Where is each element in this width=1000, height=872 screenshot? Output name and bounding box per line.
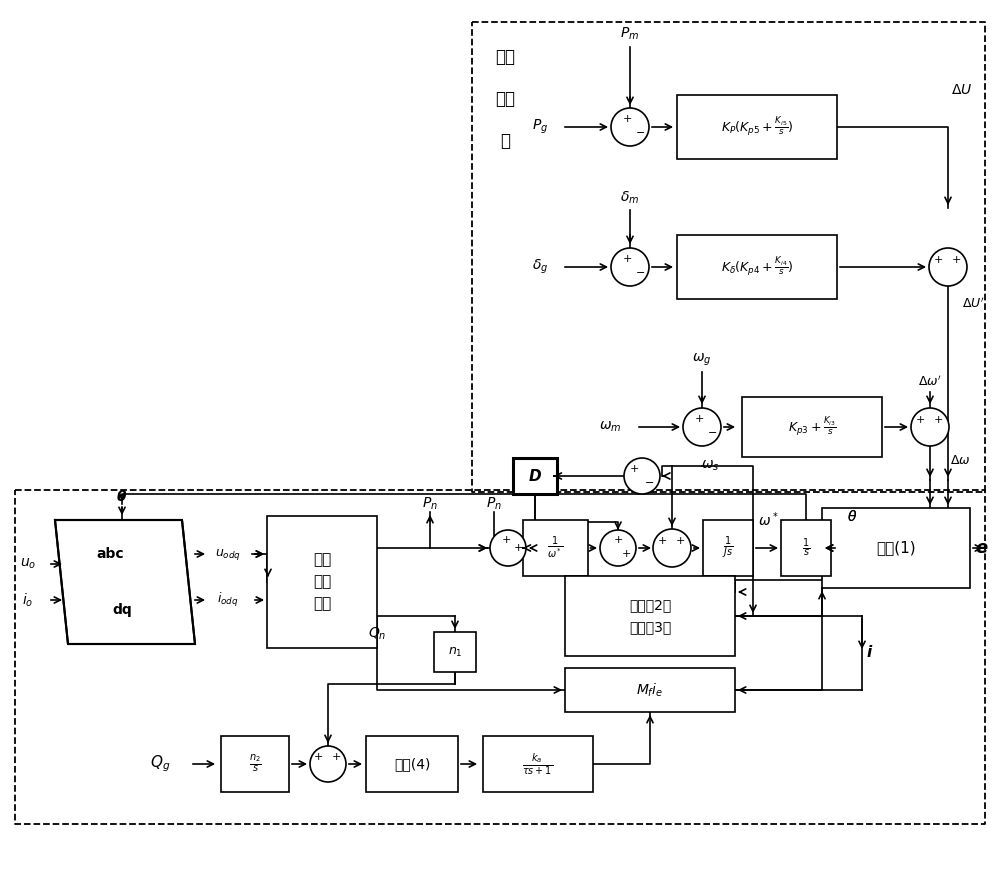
Text: $\frac{1}{Js}$: $\frac{1}{Js}$	[722, 535, 734, 561]
Text: +: +	[331, 752, 341, 762]
Bar	[565, 576, 735, 656]
Text: 公式(4): 公式(4)	[394, 757, 430, 771]
Bar	[742, 397, 882, 457]
Text: $K_P(K_{p5}+\frac{K_{i5}}{s})$: $K_P(K_{p5}+\frac{K_{i5}}{s})$	[721, 116, 793, 139]
Text: 公式（3）: 公式（3）	[629, 620, 671, 634]
Text: $\omega_g$: $\omega_g$	[692, 351, 712, 368]
Text: $\boldsymbol{Q_g}$: $\boldsymbol{Q_g}$	[150, 753, 170, 774]
Text: +: +	[951, 255, 961, 265]
Text: +: +	[675, 536, 685, 546]
Bar	[703, 520, 753, 576]
Text: $\delta_g$: $\delta_g$	[532, 258, 548, 276]
Text: $-$: $-$	[635, 126, 645, 136]
Text: $\boldsymbol{i_o}$: $\boldsymbol{i_o}$	[22, 591, 34, 609]
Circle shape	[310, 746, 346, 782]
Text: +: +	[613, 535, 623, 545]
Text: $\boldsymbol{i_{odq}}$: $\boldsymbol{i_{odq}}$	[217, 591, 239, 609]
Circle shape	[653, 529, 691, 567]
Text: $\frac{1}{s}$: $\frac{1}{s}$	[802, 536, 810, 560]
Circle shape	[911, 408, 949, 446]
Text: abc: abc	[96, 547, 124, 561]
Text: +: +	[501, 535, 511, 545]
Text: $n_1$: $n_1$	[448, 645, 462, 658]
Text: dq: dq	[112, 603, 132, 617]
Bar	[522, 520, 588, 576]
Text: $\frac{n_2}{s}$: $\frac{n_2}{s}$	[249, 753, 261, 775]
Bar	[781, 520, 831, 576]
Text: $\boldsymbol{P_n}$: $\boldsymbol{P_n}$	[422, 496, 438, 512]
Text: +: +	[657, 536, 667, 546]
Text: 功率: 功率	[313, 575, 331, 589]
Bar	[677, 95, 837, 159]
Text: $\Delta\omega$: $\Delta\omega$	[950, 453, 970, 467]
Text: $P_m$: $P_m$	[620, 26, 640, 42]
Text: $\delta_m$: $\delta_m$	[620, 190, 640, 206]
Bar	[513, 458, 557, 494]
Text: +: +	[313, 752, 323, 762]
Text: +: +	[629, 464, 639, 474]
Text: $\frac{k_a}{\tau s+1}$: $\frac{k_a}{\tau s+1}$	[522, 752, 554, 777]
Text: $\boldsymbol{e}$: $\boldsymbol{e}$	[975, 539, 989, 557]
Circle shape	[683, 408, 721, 446]
Bar	[434, 632, 476, 672]
Text: 稳定: 稳定	[495, 48, 515, 66]
Text: $-$: $-$	[635, 266, 645, 276]
Text: $-$: $-$	[707, 426, 717, 436]
Text: $\boldsymbol{i}$: $\boldsymbol{i}$	[866, 644, 874, 660]
Text: $M_f i_e$: $M_f i_e$	[636, 681, 664, 698]
Text: +: +	[915, 415, 925, 425]
Text: $\boldsymbol{P_n}$: $\boldsymbol{P_n}$	[486, 496, 502, 512]
Text: 控制: 控制	[495, 90, 515, 108]
Text: 公式(1): 公式(1)	[876, 541, 916, 555]
Text: $\boldsymbol{Q_n}$: $\boldsymbol{Q_n}$	[368, 626, 386, 642]
Text: 计算: 计算	[313, 596, 331, 611]
Text: $\boldsymbol{u_o}$: $\boldsymbol{u_o}$	[20, 557, 36, 571]
Text: +: +	[513, 543, 523, 553]
Text: 公式（2）: 公式（2）	[629, 598, 671, 612]
Circle shape	[611, 248, 649, 286]
Text: +: +	[622, 254, 632, 264]
Bar	[822, 508, 970, 588]
Bar	[483, 736, 593, 792]
Text: $\Delta U'$: $\Delta U'$	[962, 296, 984, 311]
Text: $\theta$: $\theta$	[847, 508, 857, 523]
Text: $P_g$: $P_g$	[532, 118, 548, 136]
Circle shape	[490, 530, 526, 566]
Polygon shape	[55, 520, 195, 644]
Text: $\boldsymbol{\theta}$: $\boldsymbol{\theta}$	[116, 488, 128, 503]
Text: $\frac{1}{\omega^*}$: $\frac{1}{\omega^*}$	[547, 535, 563, 561]
Text: +: +	[933, 415, 943, 425]
Circle shape	[624, 458, 660, 494]
Text: +: +	[933, 255, 943, 265]
Text: 输出: 输出	[313, 553, 331, 568]
Bar	[221, 736, 289, 792]
Text: $\omega^*$: $\omega^*$	[758, 511, 778, 529]
Text: +: +	[621, 549, 631, 559]
Bar	[267, 516, 377, 648]
Text: 器: 器	[500, 132, 510, 150]
Text: +: +	[694, 414, 704, 424]
Text: $\boldsymbol{u_{odq}}$: $\boldsymbol{u_{odq}}$	[215, 547, 241, 562]
Bar	[565, 668, 735, 712]
Text: $\boldsymbol{D}$: $\boldsymbol{D}$	[528, 468, 542, 484]
Bar	[366, 736, 458, 792]
Text: +: +	[622, 114, 632, 124]
Circle shape	[929, 248, 967, 286]
Text: $\omega_m$: $\omega_m$	[599, 419, 621, 434]
Text: $\Delta\omega'$: $\Delta\omega'$	[918, 375, 942, 389]
Text: $-$: $-$	[644, 476, 654, 486]
Text: $\Delta U$: $\Delta U$	[951, 83, 973, 97]
Text: $\boldsymbol{\omega_s}$: $\boldsymbol{\omega_s}$	[701, 459, 719, 473]
Circle shape	[600, 530, 636, 566]
Text: $K_\delta(K_{p4}+\frac{K_{i4}}{s})$: $K_\delta(K_{p4}+\frac{K_{i4}}{s})$	[721, 255, 793, 278]
Text: $K_{p3}+\frac{K_{i3}}{s}$: $K_{p3}+\frac{K_{i3}}{s}$	[788, 416, 836, 439]
Circle shape	[611, 108, 649, 146]
Text: $\theta$: $\theta$	[847, 508, 857, 523]
Bar	[677, 235, 837, 299]
